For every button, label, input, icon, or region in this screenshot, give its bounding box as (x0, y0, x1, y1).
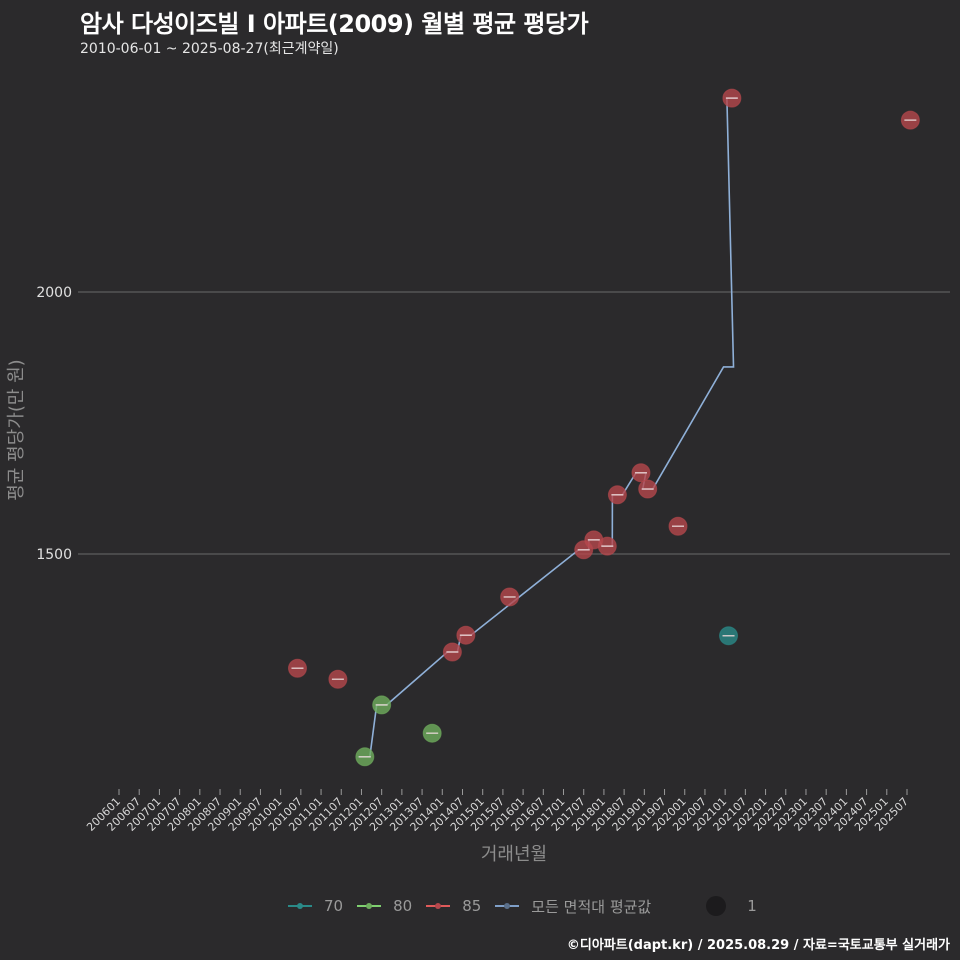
size-dot-icon (706, 896, 727, 916)
average-line-path (357, 97, 737, 758)
average-line (357, 97, 737, 758)
legend-line-icon (426, 903, 451, 909)
legend-item-80[interactable]: 80 (357, 897, 412, 915)
x-axis-ticks: 2006012006072007012007072008012008072009… (84, 789, 911, 834)
x-axis-label: 거래년월 (481, 844, 547, 865)
data-points (287, 88, 920, 767)
gridlines (78, 291, 950, 555)
y-tick-label: 1500 (36, 547, 72, 563)
y-axis-ticks: 1500 2000 (36, 285, 72, 563)
legend-line-icon (495, 903, 520, 909)
legend-line-icon (288, 903, 312, 909)
legend-line-icon (357, 903, 382, 909)
legend-item-average[interactable]: 모든 면적대 평균값 (495, 896, 651, 917)
legend-size-item: 1 (705, 895, 757, 917)
chart-subtitle: 2010-06-01 ~ 2025-08-27(최근계약일) (80, 41, 339, 57)
y-axis-label: 평균 평당가(만 원) (6, 359, 27, 500)
footer-credit: ©디아파트(dapt.kr) / 2025.08.29 / 자료=국토교통부 실… (566, 938, 950, 953)
y-tick-label: 2000 (36, 285, 72, 301)
legend-item-85[interactable]: 85 (426, 897, 481, 915)
legend: 70 80 85 모든 면적대 평균값 1 (288, 895, 771, 917)
legend-item-70[interactable]: 70 (288, 897, 343, 915)
chart-title: 암사 다성이즈빌 I 아파트(2009) 월별 평균 평당가 (80, 10, 589, 38)
